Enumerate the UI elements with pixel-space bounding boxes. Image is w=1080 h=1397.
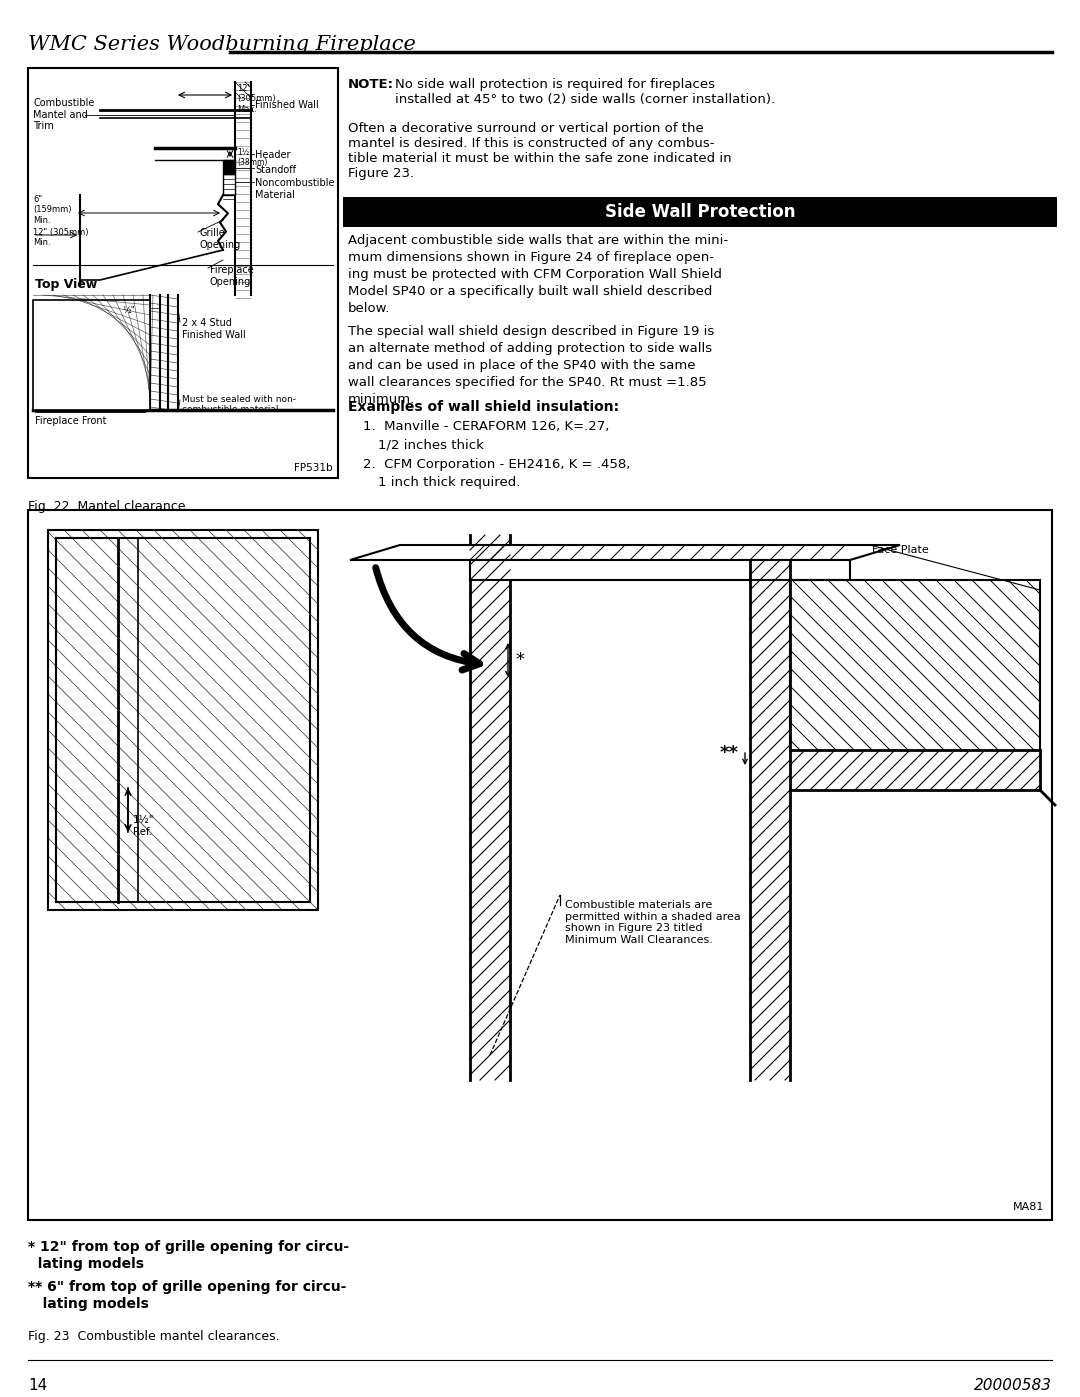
Text: **: ** (720, 745, 739, 761)
Bar (470, 560, 850, 580)
Text: 12" (305mm)
Min.: 12" (305mm) Min. (33, 228, 89, 247)
Text: 1½"
(38mm): 1½" (38mm) (237, 148, 268, 168)
Text: Combustible materials are
permitted within a shaded area
shown in Figure 23 titl: Combustible materials are permitted with… (565, 900, 741, 944)
Text: ** 6" from top of grille opening for circu-
   lating models: ** 6" from top of grille opening for cir… (28, 1280, 347, 1312)
Bar (222, 175, 235, 196)
Text: Fireplace
Opening: Fireplace Opening (210, 265, 254, 286)
Polygon shape (350, 545, 900, 560)
Text: The special wall shield design described in Figure 19 is
an alternate method of : The special wall shield design described… (348, 326, 714, 407)
Text: 1½"
Ref.: 1½" Ref. (133, 814, 154, 837)
Text: Grille
Opening: Grille Opening (200, 228, 241, 250)
Bar (222, 161, 235, 175)
Text: Adjacent combustible side walls that are within the mini-
mum dimensions shown i: Adjacent combustible side walls that are… (348, 235, 728, 314)
Text: Finished Wall: Finished Wall (255, 101, 319, 110)
Text: Face Plate: Face Plate (872, 545, 929, 555)
Bar (343, 197, 1057, 226)
Text: 6"
(159mm)
Min.: 6" (159mm) Min. (33, 196, 71, 225)
Bar (28, 68, 338, 478)
Text: NOTE:: NOTE: (348, 78, 394, 91)
Text: Fireplace Front: Fireplace Front (35, 416, 107, 426)
Text: 14: 14 (28, 1377, 48, 1393)
Text: Top View: Top View (35, 278, 97, 291)
Text: ½": ½" (122, 305, 135, 314)
Bar (48, 529, 318, 909)
Text: No side wall protection is required for fireplaces
installed at 45° to two (2) s: No side wall protection is required for … (395, 78, 775, 106)
Text: Fig. 22  Mantel clearance.: Fig. 22 Mantel clearance. (28, 500, 189, 513)
Text: Fig. 23  Combustible mantel clearances.: Fig. 23 Combustible mantel clearances. (28, 1330, 280, 1343)
Text: Combustible
Mantel and
Trim: Combustible Mantel and Trim (33, 98, 94, 131)
Text: Noncombustible
Material: Noncombustible Material (255, 177, 335, 200)
Text: 2.  CFM Corporation - EH2416, K = .458,: 2. CFM Corporation - EH2416, K = .458, (363, 458, 631, 471)
Text: 2 x 4 Stud
Finished Wall: 2 x 4 Stud Finished Wall (183, 319, 246, 339)
Text: MA81: MA81 (1013, 1201, 1044, 1213)
Text: WMC Series Woodburning Fireplace: WMC Series Woodburning Fireplace (28, 35, 416, 54)
Text: Standoff: Standoff (255, 165, 296, 175)
Text: 12"
(305mm)
Max.: 12" (305mm) Max. (237, 84, 275, 113)
Text: Must be sealed with non-
combustible material: Must be sealed with non- combustible mat… (183, 395, 296, 415)
Text: 1.  Manville - CERAFORM 126, K=.27,: 1. Manville - CERAFORM 126, K=.27, (363, 420, 609, 433)
Text: 1/2 inches thick: 1/2 inches thick (378, 439, 484, 451)
Text: Often a decorative surround or vertical portion of the
mantel is desired. If thi: Often a decorative surround or vertical … (348, 122, 731, 180)
Text: 1 inch thick required.: 1 inch thick required. (378, 476, 521, 489)
Text: Examples of wall shield insulation:: Examples of wall shield insulation: (348, 400, 619, 414)
Text: Header: Header (255, 149, 291, 161)
Text: * 12" from top of grille opening for circu-
  lating models: * 12" from top of grille opening for cir… (28, 1241, 349, 1271)
Bar (33, 300, 150, 409)
Text: FP531b: FP531b (295, 462, 333, 474)
Bar (28, 510, 1052, 1220)
Text: Side Wall Protection: Side Wall Protection (605, 203, 795, 221)
Text: *: * (515, 651, 524, 669)
Text: 20000583: 20000583 (974, 1377, 1052, 1393)
